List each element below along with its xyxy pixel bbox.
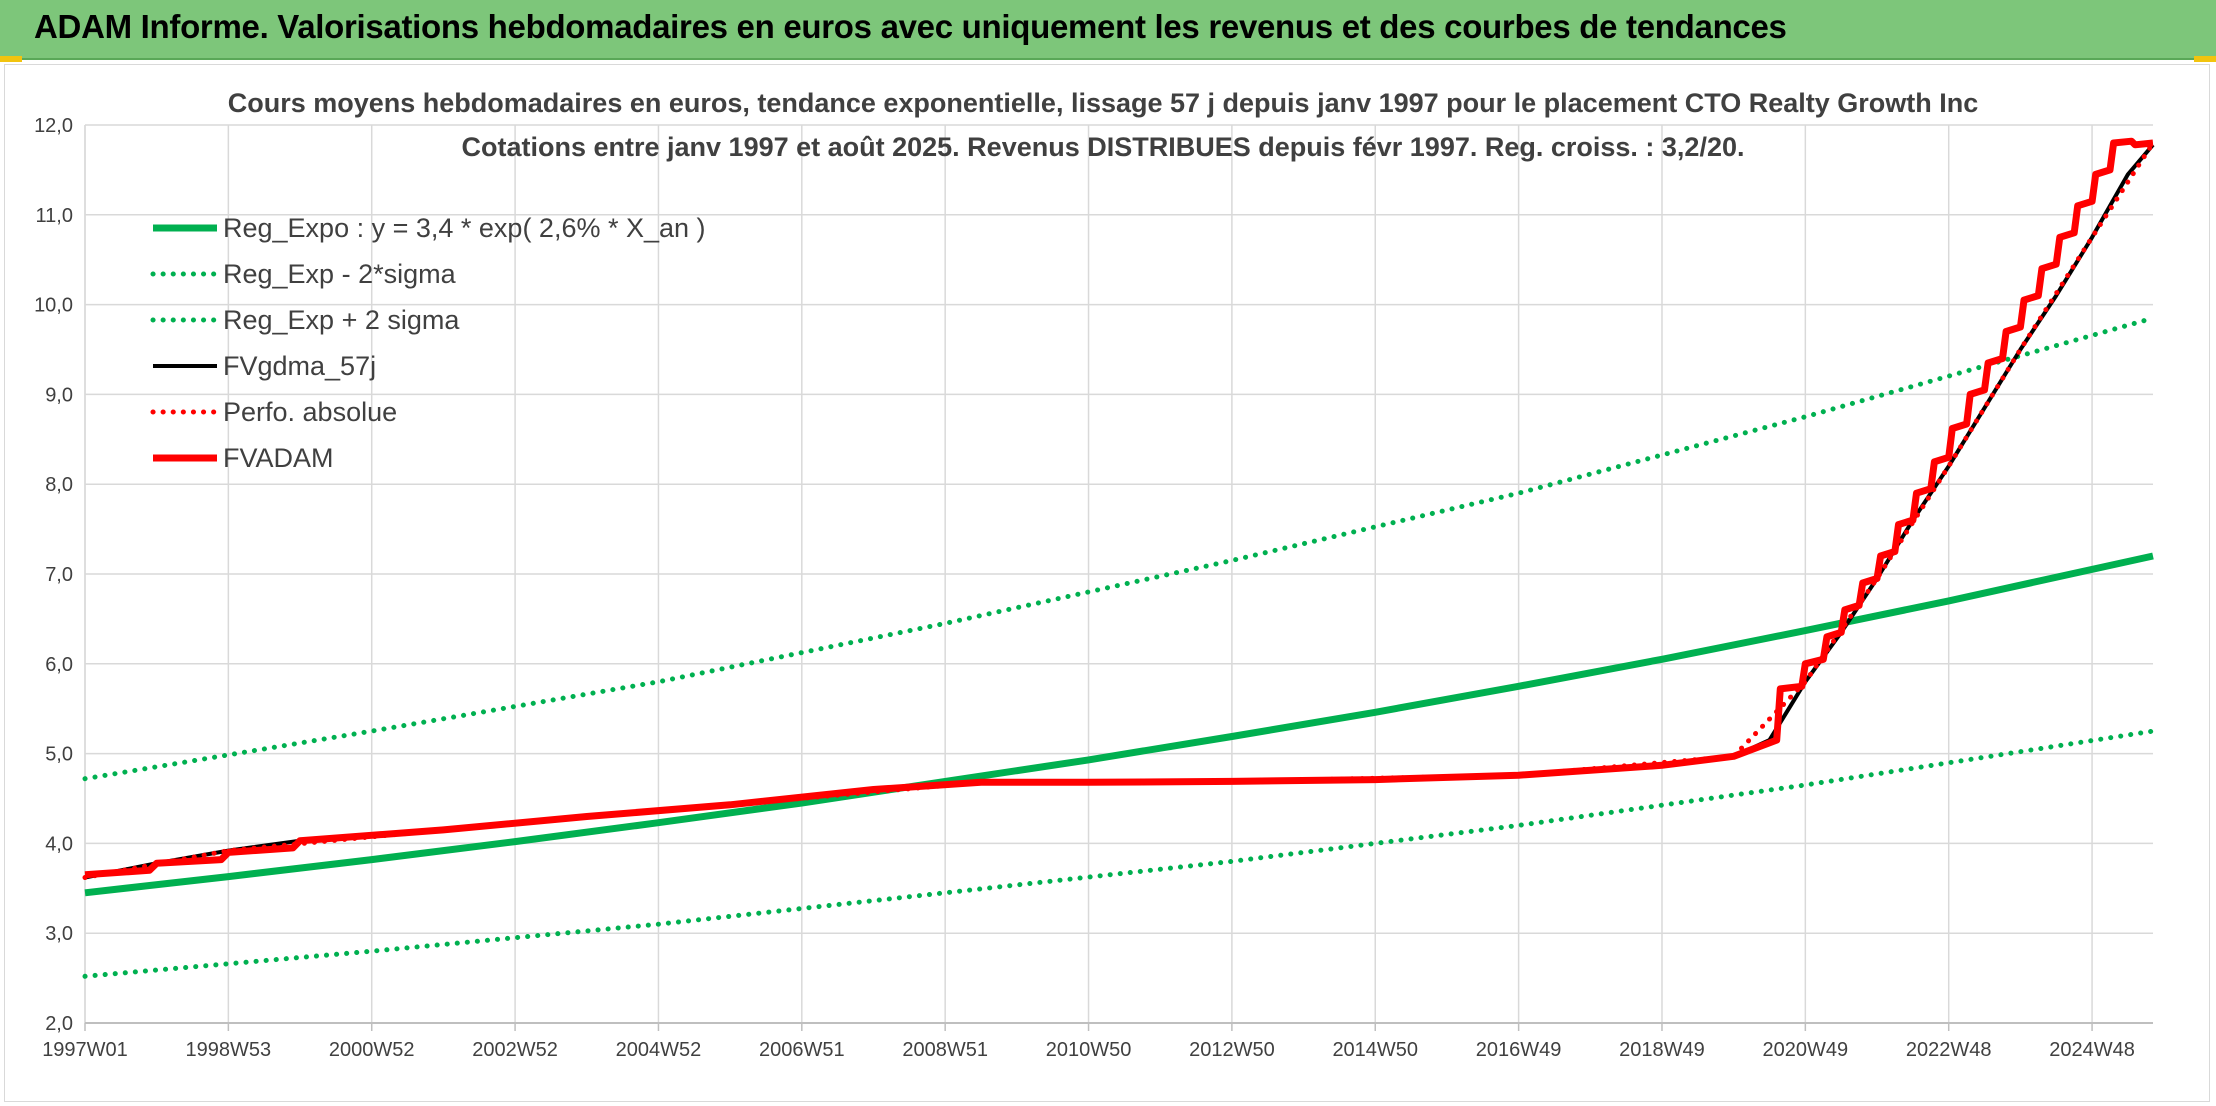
y-tick-label: 6,0 xyxy=(45,654,73,676)
legend-label-2: Reg_Exp + 2 sigma xyxy=(223,305,460,335)
x-tick-label: 2014W50 xyxy=(1332,1039,1418,1061)
x-tick-label: 1998W53 xyxy=(186,1039,272,1061)
x-tick-label: 2006W51 xyxy=(759,1039,845,1061)
y-tick-label: 12,0 xyxy=(34,115,73,137)
x-axis-ticks: 1997W01 1998W53 2000W52 2002W52 2004W52 2006W… xyxy=(42,1022,2153,1061)
legend-label-3: FVgdma_57j xyxy=(223,351,376,381)
report-title: ADAM Informe. Valorisations hebdomadaire… xyxy=(34,8,1787,45)
y-tick-label: 7,0 xyxy=(45,564,73,586)
x-tick-label: 2012W50 xyxy=(1189,1039,1275,1061)
series-group xyxy=(82,137,2156,979)
line-chart: 2,0 3,0 4,0 5,0 6,0 7,0 8,0 9,0 10,0 11,0 12,0 199… xyxy=(34,88,2156,1061)
chart-title: Cours moyens hebdomadaires en euros, ten… xyxy=(228,88,1979,118)
x-tick-label: 2020W49 xyxy=(1763,1039,1849,1061)
legend-label-0: Reg_Expo : y = 3,4 * exp( 2,6% * X_an ) xyxy=(223,213,706,243)
series-line-4 xyxy=(82,140,2156,880)
series-line-1 xyxy=(82,728,2156,979)
y-tick-label: 5,0 xyxy=(45,744,73,766)
x-tick-label: 2010W50 xyxy=(1046,1039,1132,1061)
x-tick-label: 2002W52 xyxy=(472,1039,558,1061)
y-tick-label: 3,0 xyxy=(45,923,73,945)
corner-accent-left xyxy=(0,56,22,62)
y-tick-label: 8,0 xyxy=(45,474,73,496)
y-tick-label: 2,0 xyxy=(45,1013,73,1035)
series-line-3 xyxy=(84,143,2155,880)
y-axis-ticks: 2,0 3,0 4,0 5,0 6,0 7,0 8,0 9,0 10,0 11,0 12,0 xyxy=(34,115,86,1035)
x-tick-label: 2024W48 xyxy=(2049,1039,2135,1061)
series-line-0 xyxy=(84,552,2154,897)
legend-label-1: Reg_Exp - 2*sigma xyxy=(223,259,457,289)
x-tick-label: 1997W01 xyxy=(42,1039,128,1061)
x-tick-label: 2018W49 xyxy=(1619,1039,1705,1061)
legend: Reg_Expo : y = 3,4 * exp( 2,6% * X_an ) R… xyxy=(150,213,706,473)
chart-frame: 2,0 3,0 4,0 5,0 6,0 7,0 8,0 9,0 10,0 11,0 12,0 199… xyxy=(4,64,2210,1102)
x-tick-label: 2008W51 xyxy=(902,1039,988,1061)
corner-accent-right xyxy=(2194,56,2216,62)
x-tick-label: 2004W52 xyxy=(616,1039,702,1061)
report-banner: ADAM Informe. Valorisations hebdomadaire… xyxy=(0,0,2216,60)
y-tick-label: 4,0 xyxy=(45,833,73,855)
y-tick-label: 9,0 xyxy=(45,384,73,406)
x-tick-label: 2016W49 xyxy=(1476,1039,1562,1061)
chart-subtitle: Cotations entre janv 1997 et août 2025. … xyxy=(462,132,1745,162)
legend-label-4: Perfo. absolue xyxy=(223,397,397,427)
y-tick-label: 11,0 xyxy=(36,205,73,227)
legend-label-5: FVADAM xyxy=(223,443,334,473)
series-line-5 xyxy=(84,137,2154,879)
x-tick-label: 2022W48 xyxy=(1906,1039,1992,1061)
x-tick-label: 2000W52 xyxy=(329,1039,415,1061)
y-tick-label: 10,0 xyxy=(34,295,73,317)
series-line-2 xyxy=(82,315,2156,782)
